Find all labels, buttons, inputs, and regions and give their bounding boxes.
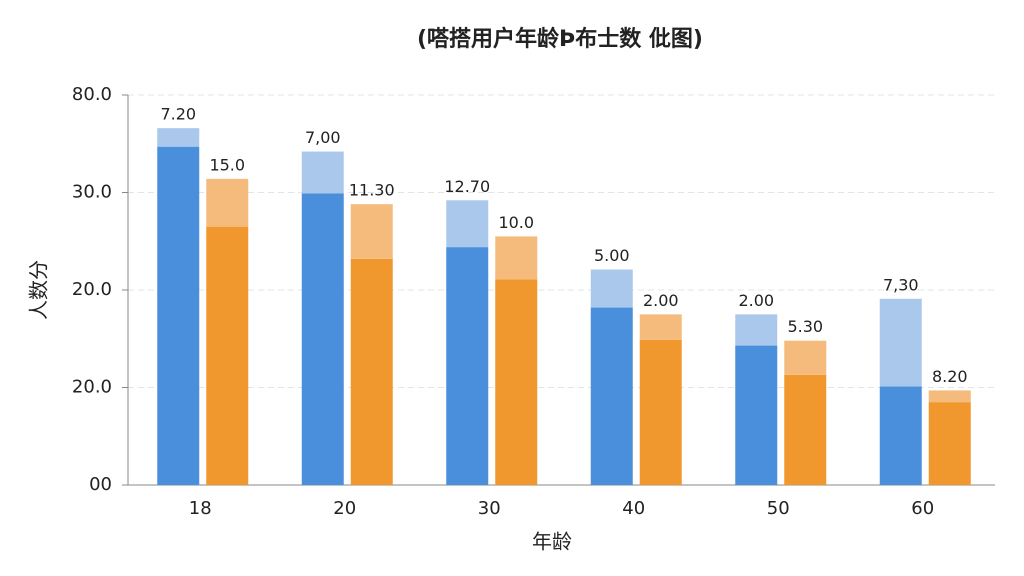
bar-segment [639, 339, 682, 485]
y-tick-label: 80.0 [72, 84, 112, 105]
bar-segment [879, 386, 922, 485]
bar-segment [495, 236, 538, 280]
bar-segment [446, 247, 489, 485]
x-tick-label: 20 [333, 498, 356, 519]
bar-segment [495, 279, 538, 485]
bar-segment [590, 269, 633, 308]
bar-segment [301, 193, 344, 485]
y-tick-label: 00 [89, 474, 112, 495]
x-tick-label: 60 [911, 498, 934, 519]
bar-segment [206, 226, 249, 485]
value-label: 8.20 [932, 367, 968, 386]
chart-title: (嗒搭用户年龄Þ布士数 仳图) [417, 26, 703, 52]
bar-segment [784, 374, 827, 485]
bar-segment [735, 314, 778, 346]
bar-segment [784, 340, 827, 375]
y-tick-label: 20.0 [72, 377, 112, 398]
value-label: 10.0 [498, 213, 534, 232]
x-tick-label: 18 [189, 498, 212, 519]
x-tick-label: 30 [478, 498, 501, 519]
value-label: 15.0 [209, 155, 245, 174]
x-tick-label: 50 [767, 498, 790, 519]
bar-segment [879, 298, 922, 387]
bar-segment [928, 402, 971, 485]
bar-segment [639, 314, 682, 340]
value-label: 5.30 [787, 317, 823, 336]
value-label: 7,00 [305, 128, 341, 147]
bar-segment [590, 307, 633, 485]
bar-segment [350, 204, 393, 259]
bar-segment [735, 345, 778, 485]
bar-segment [157, 146, 200, 486]
bar-segment [446, 200, 489, 248]
value-label: 5.00 [594, 246, 630, 265]
value-label: 2.00 [738, 291, 774, 310]
bar-segment [157, 128, 200, 147]
value-label: 2.00 [643, 291, 679, 310]
value-label: 11.30 [349, 181, 395, 200]
bar-segment [301, 151, 344, 194]
y-tick-label: 30.0 [72, 182, 112, 203]
value-label: 7,30 [883, 275, 919, 294]
x-axis-label: 年龄 [532, 530, 572, 554]
value-label: 12.70 [444, 177, 490, 196]
x-tick-label: 40 [622, 498, 645, 519]
bar-segment [206, 178, 249, 227]
value-label: 7.20 [160, 105, 196, 124]
bar-segment [350, 258, 393, 485]
bar-segment [928, 390, 971, 403]
y-tick-label: 20.0 [72, 279, 112, 300]
y-axis-label: 人数分 [27, 260, 51, 320]
